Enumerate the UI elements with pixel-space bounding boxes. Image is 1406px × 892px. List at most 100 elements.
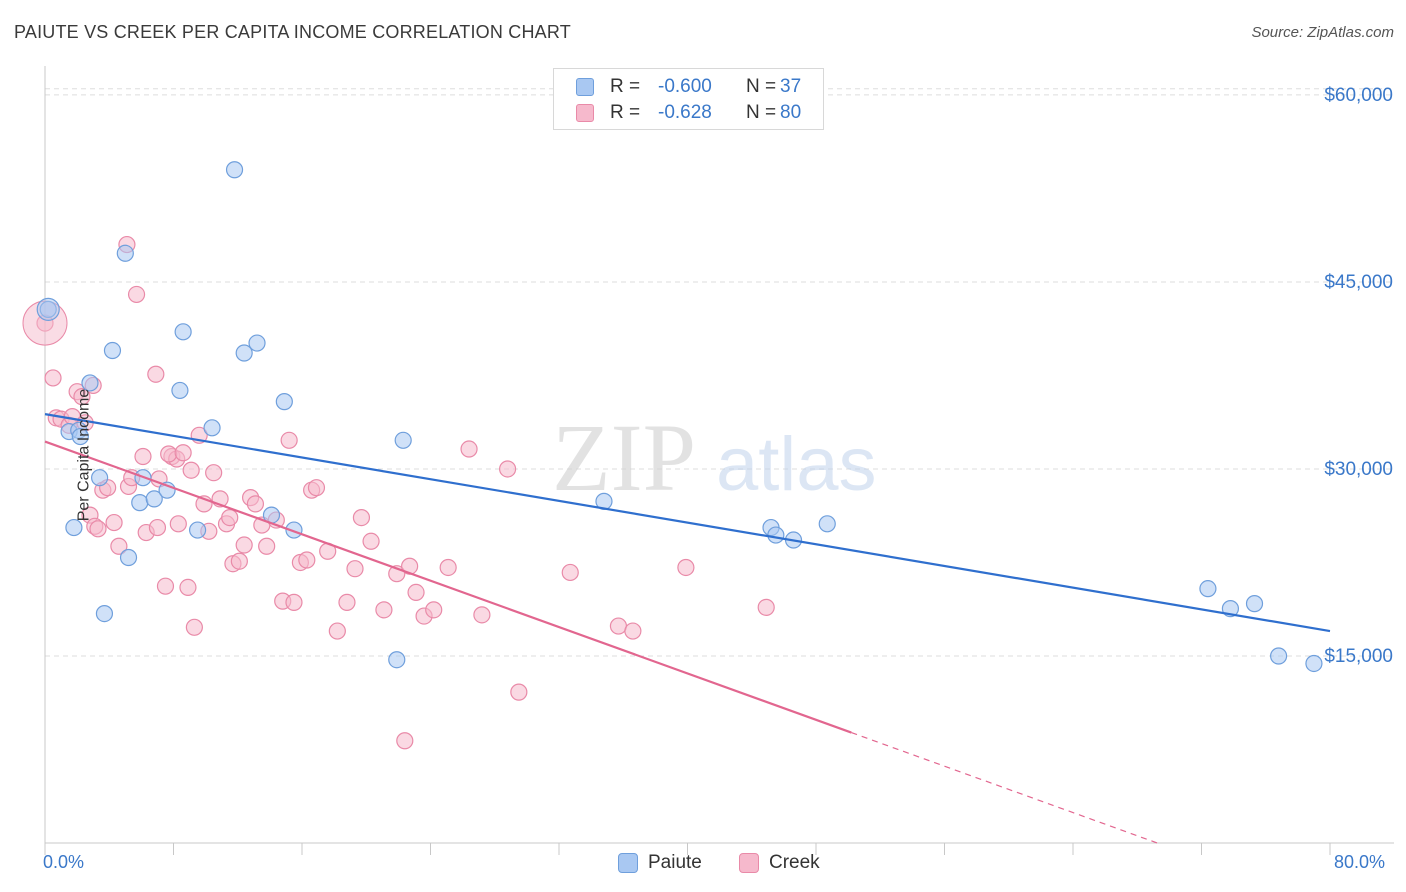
- creek-point: [205, 464, 223, 482]
- paiute-point: [818, 515, 836, 533]
- creek-point: [328, 622, 346, 640]
- creek-point: [473, 606, 491, 624]
- creek-point: [246, 495, 265, 513]
- paiute-point: [81, 374, 99, 392]
- creek-point: [89, 520, 107, 538]
- creek-point: [148, 518, 167, 537]
- paiute-point: [1269, 647, 1288, 665]
- creek-point: [182, 461, 200, 479]
- creek-point: [407, 583, 425, 601]
- creek-point: [44, 369, 62, 387]
- paiute-point: [91, 469, 109, 487]
- correlation-legend: R = -0.600 N = 37 R = -0.628 N = 80: [553, 68, 824, 130]
- legend-n-value: 37: [780, 76, 802, 97]
- paiute-point: [188, 521, 207, 539]
- legend-n-value: 80: [780, 102, 802, 123]
- paiute-point: [248, 334, 266, 352]
- creek-point: [280, 431, 298, 449]
- legend-r-label: R =: [610, 76, 641, 97]
- creek-trend-extension: [851, 732, 1158, 844]
- creek-point: [757, 598, 775, 616]
- creek-point: [338, 593, 356, 611]
- paiute-point: [388, 651, 406, 669]
- paiute-point: [95, 604, 114, 623]
- watermark-atlas: atlas: [716, 422, 877, 507]
- paiute-point: [285, 521, 303, 539]
- creek-point: [160, 445, 178, 463]
- y-tick-label: $45,000: [1324, 272, 1393, 293]
- gridlines: [45, 88, 1394, 657]
- creek-point: [499, 460, 517, 478]
- creek-point: [396, 732, 414, 750]
- paiute-point: [235, 344, 253, 362]
- legend-item-paiute: Paiute: [618, 852, 702, 874]
- paiute-swatch: [576, 78, 594, 96]
- paiute-point: [145, 490, 163, 508]
- paiute-point: [174, 323, 192, 341]
- creek-point: [221, 508, 239, 527]
- creek-trend-line: [44, 440, 852, 734]
- y-tick-labels: $15,000 $30,000 $45,000 $60,000: [1324, 85, 1393, 667]
- creek-point: [147, 365, 165, 383]
- creek-point: [346, 560, 364, 578]
- creek-point: [425, 601, 443, 619]
- paiute-point: [1199, 580, 1217, 598]
- creek-point: [677, 558, 695, 577]
- creek-point: [307, 479, 326, 497]
- creek-point: [73, 388, 91, 406]
- creek-point: [134, 447, 152, 466]
- y-tick-label: $30,000: [1324, 459, 1393, 480]
- paiute-point: [103, 341, 122, 360]
- creek-point: [510, 683, 528, 701]
- legend-item-creek: Creek: [739, 852, 820, 874]
- creek-point: [105, 513, 123, 532]
- chart-title: PAIUTE VS CREEK PER CAPITA INCOME CORREL…: [14, 22, 571, 42]
- creek-point: [609, 617, 628, 635]
- paiute-point: [1245, 595, 1264, 613]
- legend-label-creek: Creek: [769, 852, 820, 873]
- creek-point: [156, 577, 175, 595]
- creek-point: [169, 515, 187, 533]
- creek-point: [362, 532, 380, 550]
- creek-point: [298, 551, 316, 569]
- creek-point: [127, 285, 146, 304]
- watermark-zip: ZIP: [552, 404, 696, 511]
- creek-point: [185, 618, 203, 636]
- paiute-point: [116, 244, 134, 262]
- creek-point: [285, 593, 303, 611]
- paiute-point: [767, 526, 785, 544]
- x-tick-label-max: 80.0%: [1334, 852, 1386, 872]
- source-label: Source: ZipAtlas.com: [1251, 24, 1394, 41]
- creek-point: [561, 563, 579, 582]
- creek-legend-swatch: [739, 853, 759, 873]
- legend-r-value: -0.628: [658, 102, 712, 123]
- paiute-point: [394, 431, 412, 449]
- watermark: ZIP atlas: [552, 404, 877, 511]
- creek-point: [375, 601, 393, 619]
- paiute-point: [171, 381, 189, 400]
- creek-point: [624, 622, 642, 640]
- paiute-point: [1305, 654, 1323, 673]
- paiute-point: [119, 548, 138, 567]
- y-tick-label: $60,000: [1324, 85, 1393, 106]
- creek-point: [110, 537, 128, 555]
- x-tick-label-min: 0.0%: [43, 852, 85, 872]
- creek-point: [230, 552, 248, 570]
- y-axis-label: Per Capita Income: [75, 388, 93, 522]
- creek-point: [439, 558, 457, 577]
- legend-r-value: -0.600: [658, 76, 712, 97]
- paiute-point: [71, 427, 89, 446]
- creek-point: [352, 508, 371, 527]
- series-legend: Paiute Creek: [0, 852, 1406, 878]
- creek-swatch: [576, 104, 594, 122]
- legend-n-label: N =: [746, 76, 777, 97]
- legend-r-label: R =: [610, 102, 641, 123]
- legend-row-paiute: R = -0.600 N = 37: [576, 74, 801, 100]
- creek-point: [460, 440, 478, 458]
- creek-point: [179, 578, 197, 597]
- paiute-point: [225, 161, 244, 179]
- legend-label-paiute: Paiute: [648, 852, 702, 873]
- paiute-point-large: [36, 297, 60, 321]
- paiute-trend-line: [44, 413, 1331, 633]
